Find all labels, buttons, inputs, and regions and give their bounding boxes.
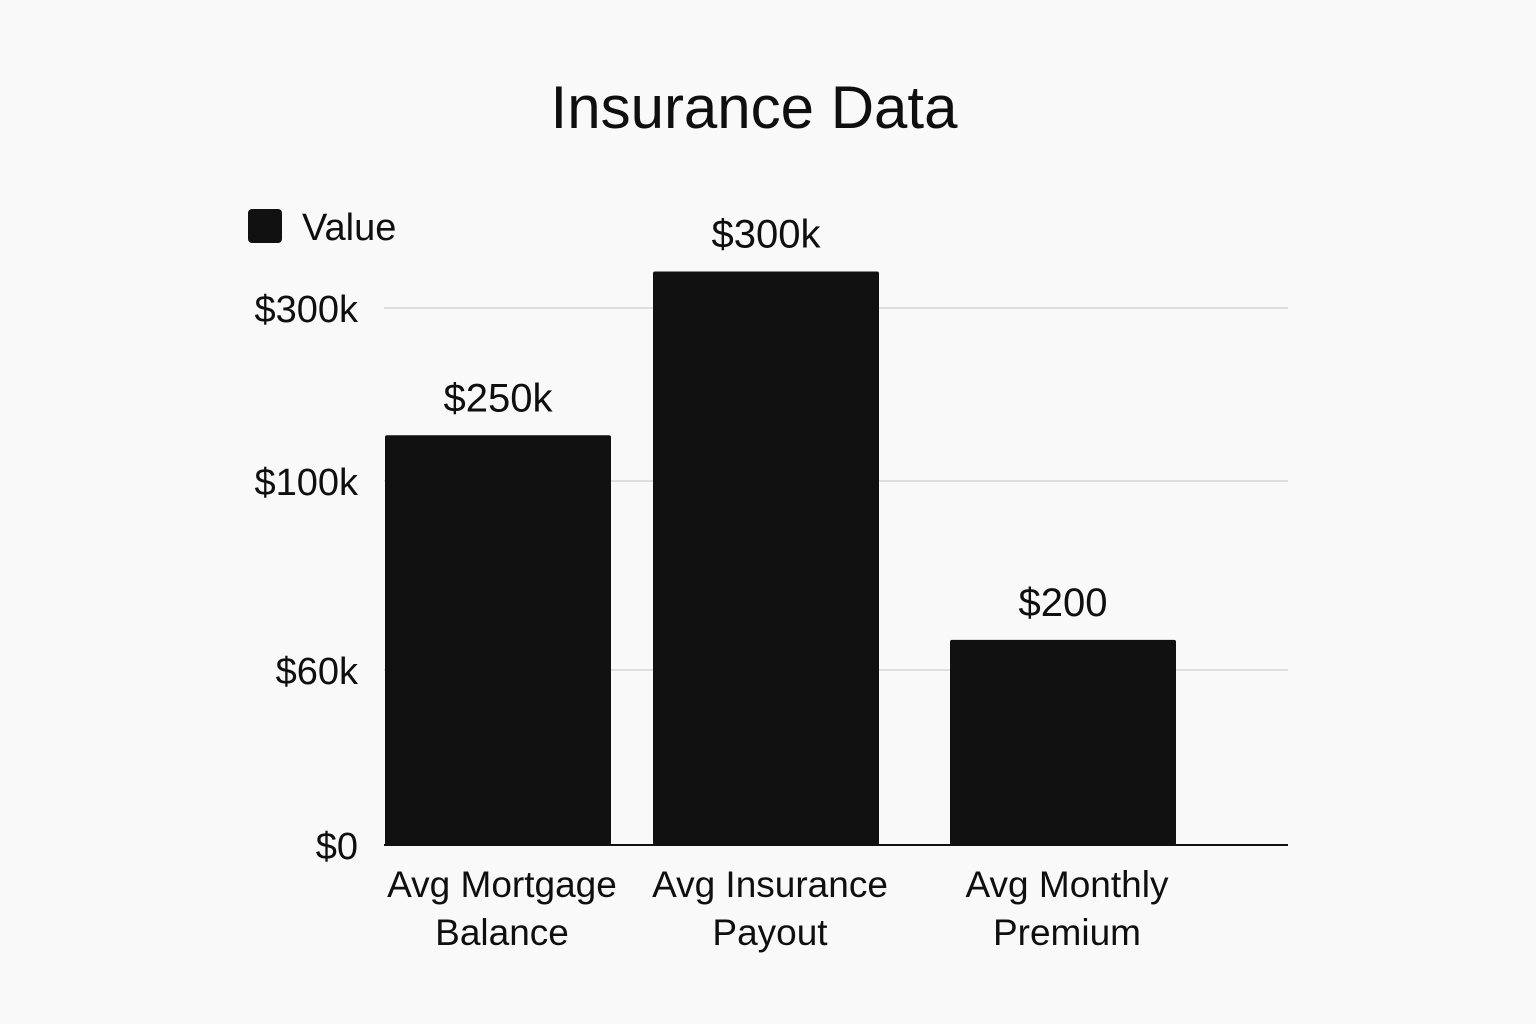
category-label: Avg Insurance [652, 864, 888, 905]
y-axis-ticks: $0 $60k $100k $300k [254, 289, 359, 868]
category-label: Avg Monthly [966, 864, 1169, 905]
y-tick-label: $100k [254, 462, 359, 504]
chart-title: Insurance Data [551, 74, 959, 141]
y-tick-label: $0 [316, 826, 358, 868]
legend-swatch [248, 209, 282, 243]
bar-value-label: $200 [1019, 581, 1108, 625]
category-labels: Avg Mortgage Balance Avg Insurance Payout Av… [387, 864, 1169, 953]
bar [950, 639, 1176, 845]
value-labels: $250k $300k $200 [444, 212, 1108, 624]
category-label: Avg Mortgage [387, 864, 617, 905]
y-tick-label: $60k [276, 651, 359, 693]
bars [385, 271, 1176, 845]
legend-label: Value [302, 207, 396, 249]
bar [385, 435, 611, 845]
bar-value-label: $250k [444, 376, 554, 420]
y-tick-label: $300k [254, 289, 359, 331]
bar-value-label: $300k [712, 212, 822, 256]
legend: Value [248, 207, 396, 249]
bar [653, 271, 879, 845]
category-label: Payout [712, 912, 828, 953]
category-label: Premium [993, 912, 1141, 953]
category-label: Balance [435, 912, 569, 953]
